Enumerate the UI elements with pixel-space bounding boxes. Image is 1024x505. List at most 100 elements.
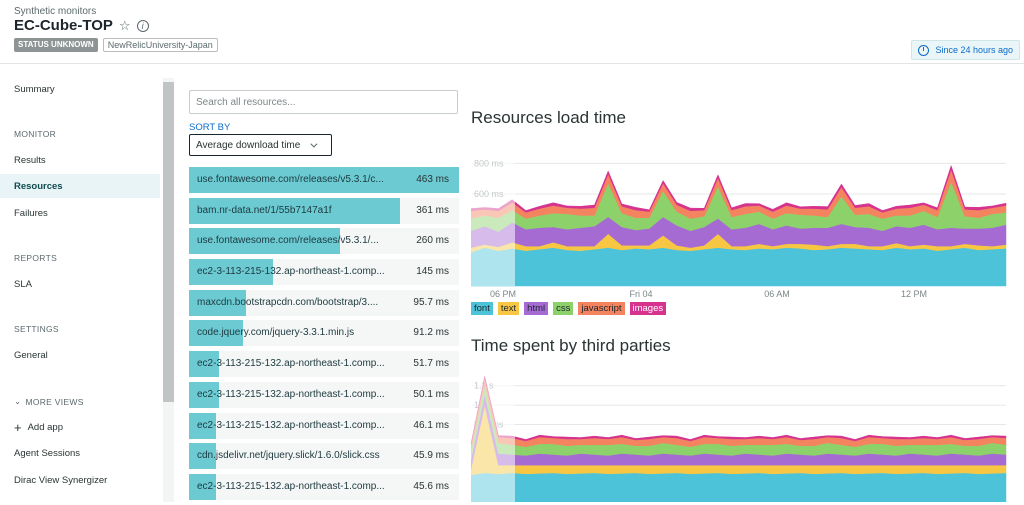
clock-icon: [918, 44, 930, 56]
sidebar-item-summary[interactable]: Summary: [14, 83, 55, 95]
resource-bar: [189, 167, 459, 193]
chevron-down-icon: ⌄: [14, 396, 22, 406]
resource-row[interactable]: code.jquery.com/jquery-3.3.1.min.js 91.2 …: [189, 320, 459, 347]
sidebar: Summary MONITOR Results Resources Failur…: [0, 65, 175, 502]
resource-bar: [189, 197, 400, 224]
series-area-font[interactable]: [471, 247, 1007, 287]
sidebar-item-agent-sessions[interactable]: Agent Sessions: [14, 447, 81, 459]
status-badge: STATUS UNKNOWN: [14, 38, 98, 52]
x-tick-label: 06 AM: [764, 289, 790, 299]
resource-row[interactable]: maxcdn.bootstrapcdn.com/bootstrap/3.... 9…: [189, 289, 459, 316]
page-title: EC-Cube-TOP: [14, 17, 113, 34]
resource-name: bam.nr-data.net/1/55b7147a1f: [197, 204, 332, 216]
legend-item-javascript[interactable]: javascript: [578, 302, 625, 315]
section-label-monitor: MONITOR: [14, 129, 57, 139]
resource-row[interactable]: bam.nr-data.net/1/55b7147a1f 361 ms: [189, 197, 459, 224]
resource-value: 361 ms: [416, 204, 449, 216]
resource-name: use.fontawesome.com/releases/v5.3.1/...: [197, 235, 379, 247]
sidebar-item-dirac-view[interactable]: Dirac View Synergizer: [14, 474, 108, 486]
chevron-down-icon: [310, 140, 318, 148]
more-views-toggle[interactable]: ⌄ MORE VIEWS: [14, 396, 84, 407]
resource-name: ec2-3-113-215-132.ap-northeast-1.comp...: [197, 388, 385, 400]
resource-name: code.jquery.com/jquery-3.3.1.min.js: [197, 327, 355, 339]
badges: STATUS UNKNOWN NewRelicUniversity-Japan: [14, 38, 218, 52]
sidebar-item-resources[interactable]: Resources: [0, 174, 160, 198]
resource-row[interactable]: use.fontawesome.com/releases/v5.3.1/c...…: [189, 167, 459, 193]
sort-select[interactable]: Average download time: [189, 134, 332, 156]
resource-name: ec2-3-113-215-132.ap-northeast-1.comp...: [197, 266, 385, 278]
info-icon[interactable]: i: [136, 19, 149, 32]
resource-value: 45.6 ms: [413, 480, 449, 492]
sort-label: SORT BY: [189, 122, 231, 133]
title-row: EC-Cube-TOP ☆ i: [14, 17, 149, 34]
add-app-label: Add app: [27, 421, 63, 433]
time-range-label: Since 24 hours ago: [935, 45, 1013, 55]
resource-bar: [189, 289, 246, 316]
add-app-button[interactable]: + Add app: [0, 415, 160, 439]
series-area-css[interactable]: [471, 384, 1007, 460]
resource-bar: [189, 320, 243, 347]
sidebar-item-sla[interactable]: SLA: [14, 278, 32, 290]
resource-value: 46.1 ms: [413, 419, 449, 431]
shaded-region: [471, 148, 515, 286]
resource-value: 91.2 ms: [413, 327, 449, 339]
scrollbar-thumb[interactable]: [163, 82, 174, 402]
chart-legend: font text html css javascript images: [471, 302, 667, 315]
resource-bar: [189, 228, 341, 255]
sidebar-item-general[interactable]: General: [14, 349, 48, 361]
resource-value: 145 ms: [416, 266, 449, 278]
legend-item-font[interactable]: font: [471, 302, 493, 315]
resource-value: 45.9 ms: [413, 450, 449, 462]
resource-name: cdn.jsdelivr.net/jquery.slick/1.6.0/slic…: [197, 450, 380, 462]
sidebar-item-failures[interactable]: Failures: [14, 207, 48, 219]
resource-row[interactable]: use.fontawesome.com/releases/v5.3.1/... 2…: [189, 228, 459, 255]
resource-name: use.fontawesome.com/releases/v5.3.1/c...: [197, 174, 384, 185]
resource-row[interactable]: ec2-3-113-215-132.ap-northeast-1.comp...…: [189, 412, 459, 439]
sidebar-scrollbar[interactable]: [163, 78, 174, 502]
resource-bar: [189, 351, 219, 378]
search-input[interactable]: Search all resources...: [189, 90, 458, 114]
third-party-chart-title: Time spent by third parties: [471, 336, 671, 355]
series-area-html[interactable]: [471, 394, 1007, 470]
account-badge: NewRelicUniversity-Japan: [102, 38, 218, 52]
resource-bar: [189, 381, 219, 408]
series-area-images[interactable]: [471, 375, 1007, 445]
more-views-label: MORE VIEWS: [25, 396, 84, 407]
resource-bar: [189, 259, 273, 286]
resource-row[interactable]: ec2-3-113-215-132.ap-northeast-1.comp...…: [189, 351, 459, 378]
legend-item-css[interactable]: css: [553, 302, 574, 315]
x-tick-label: 06 PM: [490, 289, 516, 299]
sort-value: Average download time: [196, 139, 301, 151]
resource-value: 50.1 ms: [413, 388, 449, 400]
page-header: Synthetic monitors EC-Cube-TOP ☆ i STATU…: [0, 0, 1024, 64]
series-area-font[interactable]: [471, 472, 1007, 502]
resource-row[interactable]: ec2-3-113-215-132.ap-northeast-1.comp...…: [189, 259, 459, 286]
star-icon[interactable]: ☆: [118, 17, 131, 33]
resource-name: maxcdn.bootstrapcdn.com/bootstrap/3....: [197, 296, 379, 308]
resource-row[interactable]: ec2-3-113-215-132.ap-northeast-1.comp...…: [189, 381, 459, 408]
series-area-images[interactable]: [471, 164, 1007, 213]
resource-row[interactable]: cdn.jsdelivr.net/jquery.slick/1.6.0/slic…: [189, 443, 459, 470]
section-label-reports: REPORTS: [14, 253, 58, 263]
resource-bar: [189, 473, 216, 500]
plus-icon: +: [14, 419, 22, 435]
resource-value: 260 ms: [416, 235, 449, 247]
resource-name: ec2-3-113-215-132.ap-northeast-1.comp...: [197, 419, 385, 431]
legend-item-text[interactable]: text: [497, 302, 520, 315]
time-picker-button[interactable]: Since 24 hours ago: [911, 40, 1020, 60]
series-area-javascript[interactable]: [471, 377, 1007, 451]
third-party-time-chart[interactable]: 200 ms400 ms600 ms800 ms1 s1.2 s: [471, 372, 1011, 502]
load-time-chart-title: Resources load time: [471, 108, 626, 127]
resource-bar: [189, 412, 216, 439]
shaded-region: [471, 376, 515, 502]
resource-list: use.fontawesome.com/releases/v5.3.1/c...…: [189, 167, 459, 505]
section-label-settings: SETTINGS: [14, 324, 59, 334]
resource-row[interactable]: ec2-3-113-215-132.ap-northeast-1.comp...…: [189, 473, 459, 500]
sidebar-item-results[interactable]: Results: [14, 154, 46, 166]
x-tick-label: Fri 04: [629, 289, 652, 299]
legend-item-images[interactable]: images: [629, 302, 667, 315]
resource-name: ec2-3-113-215-132.ap-northeast-1.comp...: [197, 480, 385, 492]
breadcrumb[interactable]: Synthetic monitors: [14, 6, 97, 17]
legend-item-html[interactable]: html: [524, 302, 549, 315]
